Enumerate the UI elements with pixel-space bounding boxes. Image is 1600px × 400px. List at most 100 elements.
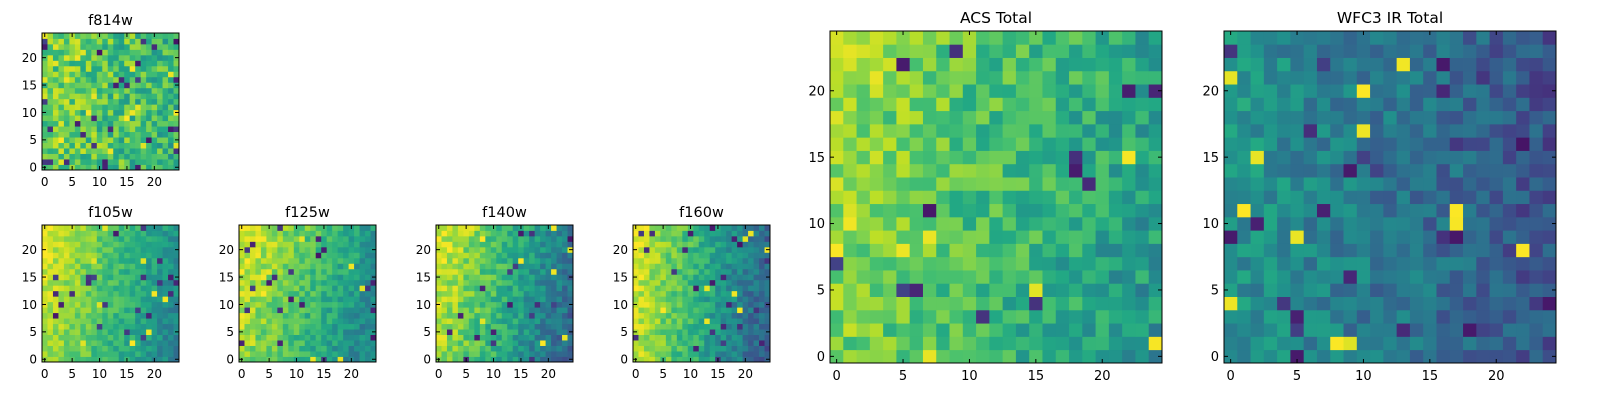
heatmap-cell bbox=[140, 285, 147, 292]
heatmap-cell bbox=[69, 115, 76, 122]
heatmap-cell bbox=[321, 263, 328, 270]
heatmap-cell bbox=[239, 268, 245, 275]
heatmap-cell bbox=[151, 307, 158, 314]
heatmap-cell bbox=[80, 334, 87, 341]
heatmap-cell bbox=[52, 33, 59, 39]
heatmap-cell bbox=[1409, 137, 1424, 151]
heatmap-cell bbox=[1436, 336, 1451, 351]
y-tick-label: 20 bbox=[22, 243, 37, 257]
heatmap-cell bbox=[753, 274, 760, 281]
heatmap-cell bbox=[1356, 190, 1371, 205]
heatmap-cell bbox=[660, 312, 667, 319]
heatmap-cell bbox=[976, 163, 990, 178]
heatmap-cell bbox=[365, 268, 371, 275]
heatmap-cell bbox=[343, 246, 349, 253]
heatmap-cell bbox=[249, 323, 256, 330]
y-tick-label: 0 bbox=[620, 353, 628, 367]
heatmap-cell bbox=[1002, 243, 1017, 258]
heatmap-cell bbox=[321, 257, 328, 264]
heatmap-cell bbox=[168, 142, 174, 149]
heatmap-cell bbox=[1516, 190, 1530, 205]
heatmap-cell bbox=[1529, 110, 1544, 125]
heatmap-cell bbox=[962, 123, 977, 138]
heatmap-cell bbox=[731, 290, 738, 297]
heatmap-cell bbox=[726, 334, 733, 341]
heatmap-cell bbox=[69, 126, 76, 133]
heatmap-cell bbox=[1042, 349, 1057, 364]
heatmap-cell bbox=[742, 268, 749, 275]
heatmap-cell bbox=[1042, 163, 1057, 178]
heatmap-cell bbox=[643, 301, 650, 308]
heatmap-cell bbox=[1290, 44, 1305, 58]
heatmap-cell bbox=[146, 137, 152, 143]
heatmap-cell bbox=[348, 329, 355, 335]
heatmap-cell bbox=[124, 82, 131, 89]
heatmap-cell bbox=[96, 230, 103, 237]
heatmap-cell bbox=[1370, 177, 1384, 191]
heatmap-cell bbox=[1370, 349, 1384, 364]
heatmap-cell bbox=[474, 301, 481, 308]
heatmap-cell bbox=[1542, 84, 1557, 98]
heatmap-cell bbox=[146, 82, 152, 89]
heatmap-cell bbox=[1303, 336, 1318, 351]
heatmap-cell bbox=[1476, 323, 1490, 337]
heatmap-cell bbox=[753, 307, 760, 314]
heatmap-cell bbox=[370, 279, 377, 286]
heatmap-cell bbox=[42, 312, 48, 319]
heatmap-cell bbox=[562, 290, 568, 297]
heatmap-cell bbox=[118, 268, 125, 275]
x-tick-label: 20 bbox=[147, 175, 162, 189]
heatmap-cell bbox=[649, 225, 656, 231]
heatmap-cell bbox=[1224, 44, 1238, 58]
heatmap-cell bbox=[271, 296, 278, 303]
heatmap-cell bbox=[485, 345, 492, 352]
heatmap-cell bbox=[157, 225, 163, 231]
heatmap-cell bbox=[162, 153, 169, 160]
heatmap-cell bbox=[1237, 283, 1251, 297]
heatmap-cell bbox=[47, 104, 54, 111]
heatmap-cell bbox=[843, 203, 857, 218]
heatmap-cell bbox=[720, 246, 727, 253]
heatmap-cell bbox=[843, 123, 857, 138]
heatmap-cell bbox=[665, 246, 672, 253]
heatmap-cell bbox=[551, 230, 557, 237]
heatmap-cell bbox=[1224, 203, 1238, 218]
heatmap-cell bbox=[96, 279, 103, 286]
heatmap-cell bbox=[1135, 150, 1150, 165]
heatmap-cell bbox=[1449, 84, 1464, 98]
heatmap-cell bbox=[633, 340, 639, 346]
heatmap-cell bbox=[91, 82, 98, 89]
heatmap-cell bbox=[1263, 336, 1278, 351]
heatmap-cell bbox=[365, 290, 371, 297]
heatmap-cell bbox=[63, 38, 70, 45]
heatmap-cell bbox=[315, 268, 322, 275]
heatmap-cell bbox=[129, 115, 136, 122]
heatmap-cell bbox=[1463, 84, 1477, 98]
heatmap-cell bbox=[468, 225, 475, 231]
heatmap-cell bbox=[102, 104, 109, 111]
heatmap-cell bbox=[47, 279, 54, 286]
heatmap-cell bbox=[512, 318, 519, 325]
heatmap-cell bbox=[748, 290, 754, 297]
heatmap-cell bbox=[107, 126, 114, 133]
heatmap-cell bbox=[304, 241, 311, 248]
heatmap-cell bbox=[737, 296, 743, 303]
heatmap-cell bbox=[58, 296, 65, 303]
heatmap-cell bbox=[1224, 230, 1238, 244]
heatmap-cell bbox=[249, 235, 256, 242]
heatmap-cell bbox=[496, 246, 503, 253]
heatmap-cell bbox=[299, 307, 306, 314]
heatmap-cell bbox=[1316, 243, 1331, 258]
heatmap-cell bbox=[441, 307, 448, 314]
heatmap-cell bbox=[682, 235, 689, 242]
heatmap-cell bbox=[936, 150, 950, 165]
heatmap-cell bbox=[107, 296, 114, 303]
heatmap-cell bbox=[529, 246, 536, 253]
heatmap-cell bbox=[129, 257, 136, 264]
heatmap-cell bbox=[315, 351, 322, 357]
heatmap-cell bbox=[1516, 110, 1530, 125]
heatmap-cell bbox=[47, 268, 54, 275]
heatmap-cell bbox=[140, 38, 147, 45]
heatmap-cell bbox=[753, 312, 760, 319]
heatmap-cell bbox=[359, 235, 366, 242]
